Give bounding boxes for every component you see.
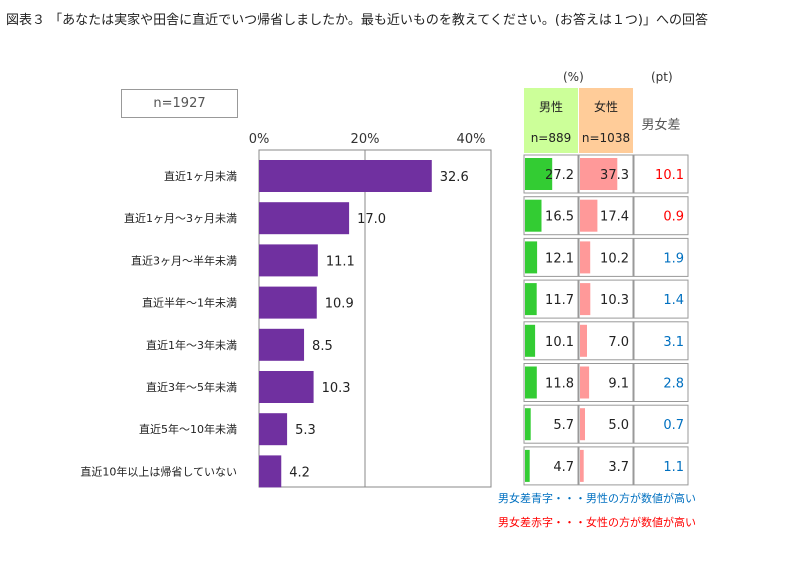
bar-value-label: 4.2 <box>289 465 310 480</box>
male-column-header: 男性 n=889 <box>524 88 578 153</box>
legend-red-note: 男女差赤字・・・女性の方が数値が高い <box>498 516 696 529</box>
gender-gap-value: 0.7 <box>663 418 684 433</box>
gender-gap-header-label: 男女差 <box>641 118 681 133</box>
category-label: 直近1ヶ月～3ヶ月未満 <box>124 211 237 225</box>
bar-value-label: 5.3 <box>295 423 316 438</box>
female-value: 10.3 <box>600 293 629 308</box>
male-value: 4.7 <box>553 460 574 475</box>
category-label: 直近10年以上は帰省していない <box>80 464 237 478</box>
female-value: 37.3 <box>600 168 629 183</box>
bar <box>259 286 317 319</box>
female-mini-bar <box>580 408 585 441</box>
table-cell <box>523 446 579 486</box>
table-cell <box>633 404 689 444</box>
table-cell <box>633 196 689 236</box>
male-mini-bar <box>525 449 530 482</box>
female-mini-bar <box>580 324 587 357</box>
gender-gap-value: 1.1 <box>663 460 684 475</box>
male-value: 11.7 <box>545 293 574 308</box>
bar-value-label: 8.5 <box>312 339 333 354</box>
female-mini-bar <box>580 158 618 190</box>
bar <box>259 202 350 235</box>
female-value: 17.4 <box>600 210 629 225</box>
point-unit-label: (pt) <box>651 70 673 84</box>
female-column-header: 女性 n=1038 <box>579 88 633 153</box>
female-mini-bar <box>580 366 590 399</box>
table-cell <box>633 237 689 277</box>
category-label: 直近半年～1年未満 <box>142 296 237 310</box>
male-sample-size: n=889 <box>530 131 572 145</box>
male-mini-bar <box>525 158 553 190</box>
male-value: 10.1 <box>545 335 574 350</box>
female-value: 5.0 <box>608 418 629 433</box>
male-mini-bar <box>525 408 531 441</box>
category-label: 直近1年～3年未満 <box>146 338 237 352</box>
table-cell <box>578 321 634 361</box>
female-mini-bar <box>580 241 591 274</box>
bar-value-label: 10.3 <box>322 381 351 396</box>
bar <box>259 455 282 488</box>
male-value: 12.1 <box>545 251 574 266</box>
male-value: 5.7 <box>553 418 574 433</box>
male-mini-bar <box>525 241 538 274</box>
gender-gap-value: 10.1 <box>655 168 684 183</box>
female-mini-bar <box>580 449 584 482</box>
male-mini-bar <box>525 283 537 316</box>
x-tick-label: 0% <box>249 132 270 147</box>
female-header-label: 女性 <box>593 100 618 114</box>
male-mini-bar <box>525 366 537 399</box>
bar-value-label: 32.6 <box>440 170 469 185</box>
female-value: 3.7 <box>608 460 629 475</box>
male-value: 27.2 <box>545 168 574 183</box>
gender-gap-value: 1.9 <box>663 251 684 266</box>
bar <box>259 160 432 192</box>
bar <box>259 413 288 446</box>
bar <box>259 371 314 403</box>
gender-gap-value: 2.8 <box>663 377 684 392</box>
table-cell <box>633 446 689 486</box>
percent-unit-label: (%) <box>563 70 584 84</box>
x-tick-label: 20% <box>351 132 380 147</box>
gender-gap-column-header: 男女差 <box>634 88 688 153</box>
category-label: 直近3年～5年未満 <box>146 380 237 394</box>
male-value: 11.8 <box>545 377 574 392</box>
gender-gap-value: 1.4 <box>663 293 684 308</box>
female-mini-bar <box>580 199 598 232</box>
table-cell <box>578 404 634 444</box>
table-cell <box>523 404 579 444</box>
category-label: 直近1ヶ月未満 <box>164 169 237 183</box>
female-sample-size: n=1038 <box>581 131 631 145</box>
bar-value-label: 17.0 <box>357 212 386 227</box>
legend-blue-note: 男女差青字・・・男性の方が数値が高い <box>498 492 696 505</box>
female-mini-bar <box>580 283 591 316</box>
gender-gap-value: 3.1 <box>663 335 684 350</box>
category-label: 直近3ヶ月～半年未満 <box>131 253 237 267</box>
bar <box>259 244 318 277</box>
page-title: 図表３ 「あなたは実家や田舎に直近でいつ帰省しましたか。最も近いものを教えてくだ… <box>6 13 708 28</box>
male-header-label: 男性 <box>538 100 563 114</box>
bar-value-label: 10.9 <box>325 297 354 312</box>
table-cell <box>578 446 634 486</box>
table-cell <box>633 154 689 194</box>
bar-value-label: 11.1 <box>326 254 355 269</box>
male-mini-bar <box>525 199 542 232</box>
category-label: 直近5年～10年未満 <box>139 422 237 436</box>
table-cell <box>633 363 689 402</box>
male-mini-bar <box>525 324 536 357</box>
male-value: 16.5 <box>545 210 574 225</box>
female-value: 10.2 <box>600 251 629 266</box>
bar <box>259 328 305 361</box>
sample-size-label: n=1927 <box>121 89 238 118</box>
female-value: 7.0 <box>608 335 629 350</box>
female-value: 9.1 <box>608 377 629 392</box>
x-tick-label: 40% <box>457 132 486 147</box>
table-cell <box>633 321 689 361</box>
gender-gap-value: 0.9 <box>663 210 684 225</box>
table-cell <box>633 279 689 319</box>
